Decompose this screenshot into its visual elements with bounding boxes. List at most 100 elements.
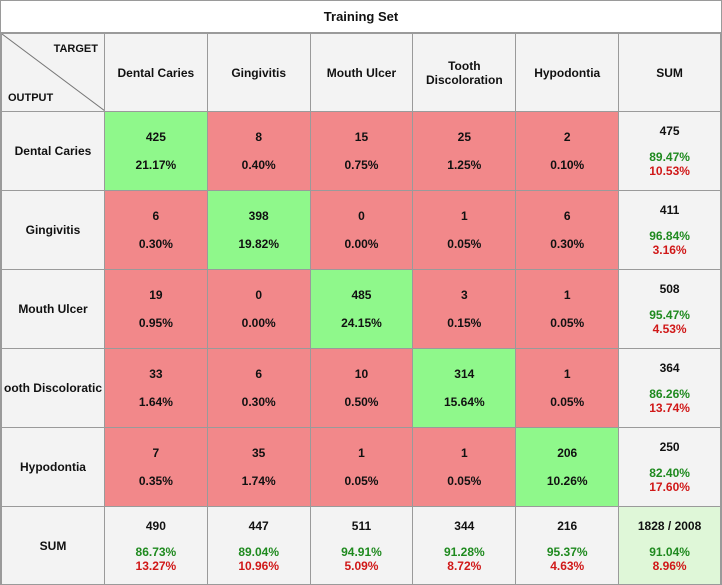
- col-header-mouth-ulcer: Mouth Ulcer: [309, 33, 414, 112]
- row-sum-error: 17.60%: [649, 480, 690, 494]
- matrix-cell-error: 1 0.05%: [515, 269, 620, 349]
- col-sum-error: 4.63%: [550, 558, 585, 573]
- row-sum-error: 4.53%: [652, 322, 687, 336]
- cell-percent: 0.00%: [344, 237, 379, 251]
- row-sum-cell: 364 86.26% 13.74%: [618, 348, 721, 428]
- col-header-sum: SUM: [618, 33, 721, 112]
- overall-error: 8.96%: [652, 558, 687, 573]
- cell-count: 6: [152, 209, 160, 223]
- matrix-cell-error: 1 0.05%: [309, 427, 414, 507]
- cell-percent: 10.26%: [546, 474, 588, 488]
- row-header: Hypodontia: [1, 427, 105, 507]
- row-sum-total: 411: [659, 203, 680, 217]
- output-label: OUTPUT: [8, 92, 54, 104]
- col-sum-cell: 490 86.73% 13.27%: [103, 506, 208, 585]
- cell-count: 0: [255, 288, 262, 302]
- sum-row-header: SUM: [1, 506, 105, 585]
- col-sum-cell: 344 91.28% 8.72%: [412, 506, 517, 585]
- row-header-label: Gingivitis: [25, 223, 81, 237]
- col-sum-error: 10.96%: [238, 558, 280, 573]
- col-sum-total: 447: [248, 518, 269, 533]
- row-header-label: Mouth Ulcer: [18, 302, 88, 316]
- cell-percent: 0.30%: [241, 395, 276, 409]
- cell-percent: 0.10%: [550, 158, 585, 172]
- matrix-cell-error: 25 1.25%: [412, 111, 517, 191]
- cell-count: 10: [354, 367, 369, 381]
- row-sum-cell: 250 82.40% 17.60%: [618, 427, 721, 507]
- col-sum-correct: 91.28%: [443, 544, 485, 559]
- col-sum-total: 490: [145, 518, 166, 533]
- cell-count: 2: [563, 130, 571, 144]
- col-sum-cell: 511 94.91% 5.09%: [309, 506, 414, 585]
- cell-percent: 0.95%: [138, 316, 173, 330]
- matrix-row: Hypodontia 7 0.35% 35 1.74% 1 0.05% 1 0.05% 206 10…: [1, 427, 721, 507]
- matrix-body: Dental Caries 425 21.17% 8 0.40% 15 0.75% 25 1.2…: [1, 111, 721, 585]
- cell-count: 7: [152, 446, 160, 460]
- row-header-label: ooth Discoloratic: [3, 381, 102, 395]
- matrix-cell-error: 19 0.95%: [103, 269, 208, 349]
- matrix-cell-correct: 425 21.17%: [103, 111, 208, 191]
- row-sum-cell: 411 96.84% 3.16%: [618, 190, 721, 270]
- cell-percent: 0.00%: [241, 316, 276, 330]
- cell-count: 33: [149, 367, 163, 381]
- confusion-matrix-table: TARGET OUTPUT Dental Caries Gingivitis M…: [1, 33, 721, 585]
- cell-count: 314: [454, 367, 475, 381]
- cell-percent: 0.35%: [138, 474, 173, 488]
- matrix-cell-error: 10 0.50%: [309, 348, 414, 428]
- cell-count: 6: [563, 209, 571, 223]
- cell-count: 1: [563, 288, 571, 302]
- col-sum-total: 344: [454, 518, 475, 533]
- cell-count: 1: [460, 446, 468, 460]
- matrix-cell-error: 0 0.00%: [309, 190, 414, 270]
- col-header-dental-caries: Dental Caries: [103, 33, 208, 112]
- sum-row: SUM 490 86.73% 13.27% 447 89.04% 10.96% 511 94.9…: [1, 506, 721, 585]
- matrix-cell-correct: 485 24.15%: [309, 269, 414, 349]
- matrix-cell-error: 2 0.10%: [515, 111, 620, 191]
- col-header-hypodontia: Hypodontia: [515, 33, 620, 112]
- cell-count: 485: [351, 288, 372, 302]
- matrix-cell-error: 6 0.30%: [206, 348, 311, 428]
- matrix-cell-error: 1 0.05%: [515, 348, 620, 428]
- col-sum-correct: 86.73%: [135, 544, 177, 559]
- cell-count: 35: [251, 446, 266, 460]
- matrix-cell-correct: 314 15.64%: [412, 348, 517, 428]
- cell-percent: 0.40%: [241, 158, 276, 172]
- matrix-cell-error: 6 0.30%: [103, 190, 208, 270]
- cell-percent: 1.25%: [447, 158, 482, 172]
- cell-percent: 0.05%: [550, 395, 585, 409]
- cell-count: 25: [457, 130, 471, 144]
- cell-count: 1: [563, 367, 571, 381]
- row-header: Gingivitis: [1, 190, 105, 270]
- cell-percent: 1.64%: [138, 395, 173, 409]
- col-header-tooth-discoloration: Tooth Discoloration: [412, 33, 517, 112]
- row-sum-correct: 86.26%: [649, 387, 690, 401]
- matrix-cell-error: 6 0.30%: [515, 190, 620, 270]
- cell-count: 206: [557, 446, 578, 460]
- corner-cell: TARGET OUTPUT: [1, 33, 105, 112]
- cell-percent: 0.15%: [447, 316, 482, 330]
- cell-percent: 0.50%: [344, 395, 379, 409]
- cell-percent: 0.05%: [447, 474, 482, 488]
- col-sum-correct: 89.04%: [238, 544, 280, 559]
- col-sum-error: 8.72%: [447, 558, 482, 573]
- corner-diagonal: [2, 34, 104, 111]
- cell-count: 19: [149, 288, 163, 302]
- cell-count: 3: [460, 288, 468, 302]
- overall-accuracy-cell: 1828 / 2008 91.04% 8.96%: [618, 506, 721, 585]
- cell-count: 0: [358, 209, 365, 223]
- cell-count: 6: [255, 367, 262, 381]
- row-sum-total: 250: [659, 440, 680, 454]
- matrix-cell-error: 33 1.64%: [103, 348, 208, 428]
- cell-percent: 1.74%: [241, 474, 276, 488]
- matrix-cell-error: 1 0.05%: [412, 427, 517, 507]
- matrix-cell-correct: 206 10.26%: [515, 427, 620, 507]
- matrix-row: Dental Caries 425 21.17% 8 0.40% 15 0.75% 25 1.2…: [1, 111, 721, 191]
- row-header-label: Hypodontia: [19, 460, 86, 474]
- cell-percent: 24.15%: [341, 316, 382, 330]
- cell-percent: 0.75%: [344, 158, 379, 172]
- cell-percent: 0.30%: [138, 237, 173, 251]
- cell-count: 1: [460, 209, 468, 223]
- col-header-gingivitis: Gingivitis: [206, 33, 311, 112]
- cell-percent: 0.30%: [550, 237, 585, 251]
